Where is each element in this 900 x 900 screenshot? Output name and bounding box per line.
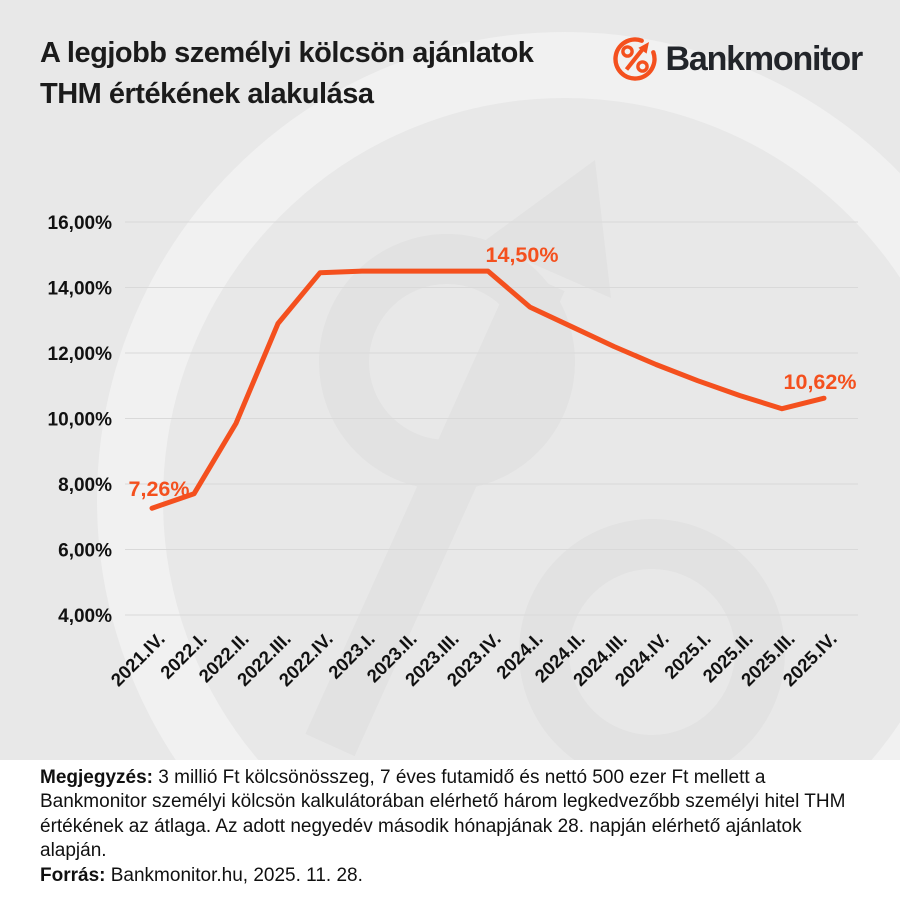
footer-note-label: Megjegyzés: <box>40 767 153 788</box>
y-axis-tick-label: 6,00% <box>58 541 112 562</box>
footer: Megjegyzés: 3 millió Ft kölcsönösszeg, 7… <box>0 760 900 900</box>
y-axis-tick-label: 8,00% <box>58 475 112 496</box>
y-axis-tick-label: 14,00% <box>48 279 113 300</box>
percent-arrow-logo-icon <box>612 37 657 81</box>
y-axis-tick-label: 12,00% <box>48 344 113 365</box>
footer-source: Forrás: Bankmonitor.hu, 2025. 11. 28. <box>40 864 856 888</box>
thm-line-series <box>149 268 827 511</box>
data-point-label: 14,50% <box>486 243 559 267</box>
thm-line-chart-svg: 16,00% 14,00% 12,00% 10,00% 8,00% 6,00% 4,00%2… <box>48 213 858 690</box>
title-line-1: A legjobb személyi kölcsön ajánlatok <box>40 37 534 69</box>
footer-source-label: Forrás: <box>40 865 106 887</box>
brand-wordmark: Bankmonitor <box>665 39 864 78</box>
brand-logo: Bankmonitor <box>612 36 864 82</box>
footer-source-text: Bankmonitor.hu, 2025. 11. 28. <box>110 865 363 887</box>
page-title: A legjobb személyi kölcsön ajánlatok THM… <box>40 33 534 114</box>
footer-note-text: 3 millió Ft kölcsönösszeg, 7 éves futami… <box>40 767 846 861</box>
y-axis-tick-label: 16,00% <box>48 213 113 234</box>
data-point-label: 10,62% <box>784 370 857 394</box>
y-axis-tick-label: 4,00% <box>58 606 112 627</box>
thm-line-chart: 16,00% 14,00% 12,00% 10,00% 8,00% 6,00% 4,00% 2… <box>0 170 900 730</box>
data-point-label: 7,26% <box>129 477 190 501</box>
x-axis-tick-label: 2021.IV. <box>106 628 168 690</box>
title-line-2: THM értékének alakulása <box>40 77 374 110</box>
footer-note: Megjegyzés: 3 millió Ft kölcsönösszeg, 7… <box>40 766 856 863</box>
y-axis-tick-label: 10,00% <box>48 410 113 431</box>
